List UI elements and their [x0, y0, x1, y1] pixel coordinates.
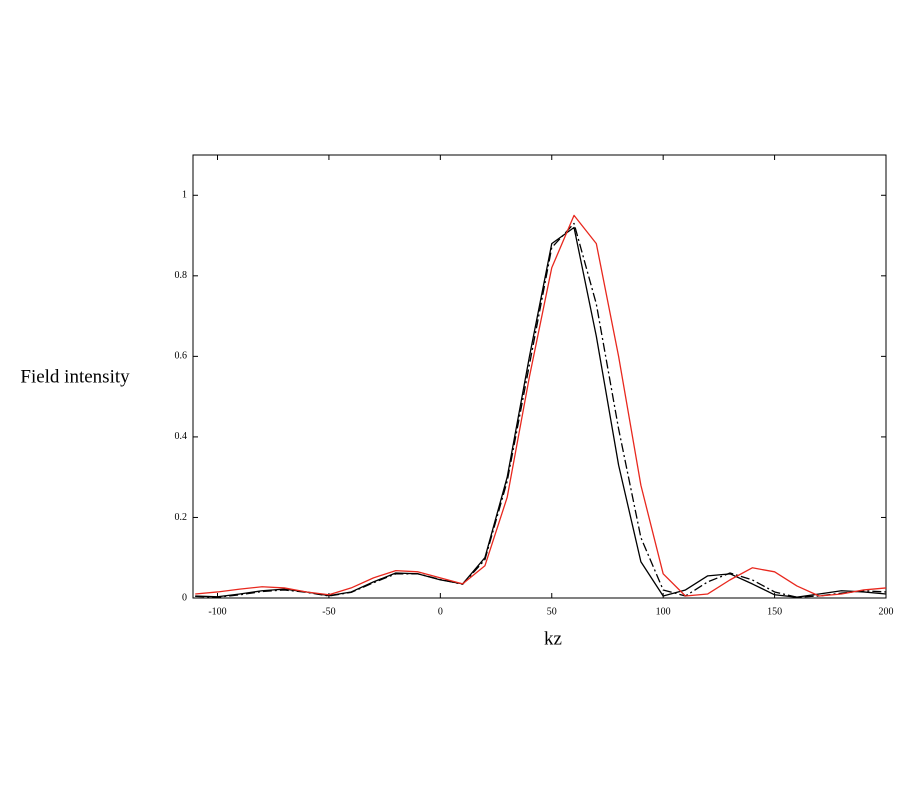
x-tick-label: 200 [879, 606, 894, 617]
plot-frame [192, 154, 887, 599]
y-tick-label: 0.2 [175, 512, 188, 523]
y-tick-label: 1 [182, 190, 187, 201]
y-tick-label: 0.4 [175, 431, 188, 442]
x-tick-label: 50 [547, 606, 557, 617]
x-tick-label: 0 [438, 606, 443, 617]
y-tick-label: 0.6 [175, 351, 188, 362]
x-tick-label: -50 [322, 606, 335, 617]
x-tick-label: 150 [767, 606, 782, 617]
series-line [195, 226, 887, 598]
x-axis-label: kz [544, 628, 562, 649]
y-axis-label: Field intensity [20, 366, 130, 387]
x-tick-label: -100 [208, 606, 226, 617]
series-line [195, 214, 887, 597]
y-tick-label: 0 [182, 592, 187, 603]
series-line [195, 222, 887, 598]
y-tick-label: 0.8 [175, 270, 188, 281]
x-tick-label: 100 [656, 606, 671, 617]
